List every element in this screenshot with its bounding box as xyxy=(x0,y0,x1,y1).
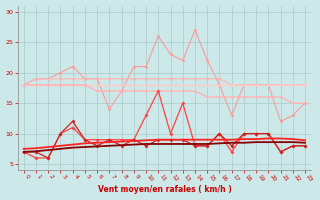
X-axis label: Vent moyen/en rafales ( km/h ): Vent moyen/en rafales ( km/h ) xyxy=(98,185,231,194)
